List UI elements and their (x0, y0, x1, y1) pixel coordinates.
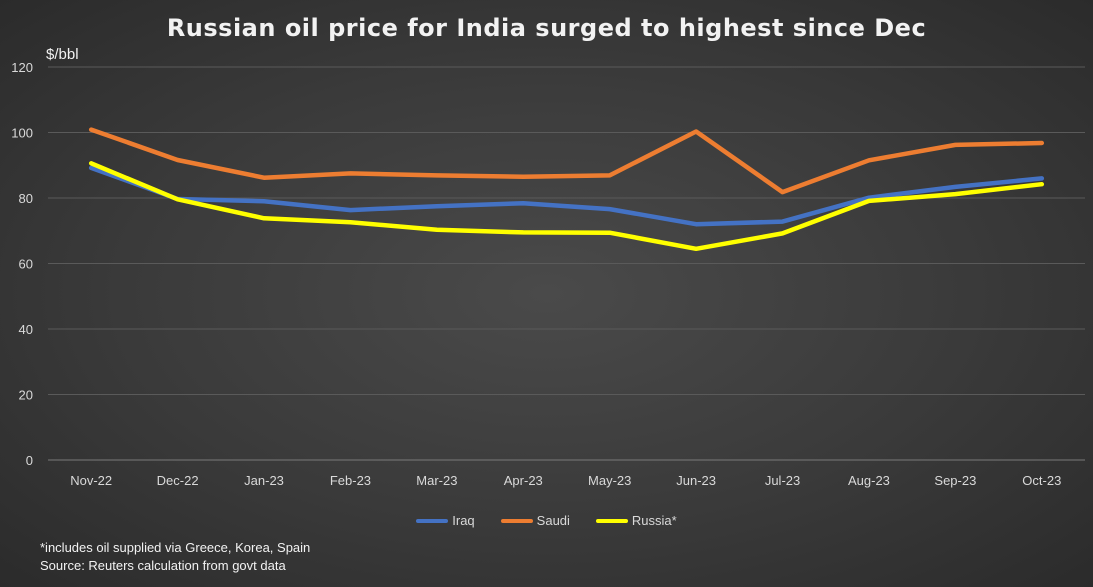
x-axis-ticks: Nov-22 Dec-22 Jan-23 Feb-23 Mar-23 Apr-23 May-… (70, 473, 1061, 488)
x-tick-label: Jun-23 (676, 473, 716, 488)
legend-label-russia: Russia* (631, 513, 677, 528)
series-lines (88, 127, 1045, 252)
source-note: Source: Reuters calculation from govt da… (40, 558, 286, 573)
footnote: *includes oil supplied via Greece, Korea… (40, 540, 311, 555)
legend-item-russia: Russia* (595, 513, 677, 528)
legend-item-saudi: Saudi (500, 513, 570, 528)
x-tick-label: Oct-23 (1022, 473, 1061, 488)
chart-title: Russian oil price for India surged to hi… (166, 14, 927, 42)
y-tick-label: 0 (26, 453, 33, 468)
series-line-iraq (88, 165, 1045, 227)
x-tick-label: Jul-23 (765, 473, 800, 488)
x-tick-label: Mar-23 (416, 473, 457, 488)
legend-label-iraq: Iraq (452, 513, 475, 528)
series-line-russia (88, 161, 1045, 252)
x-tick-label: May-23 (588, 473, 631, 488)
legend: Iraq Saudi Russia* (0, 513, 1093, 528)
y-tick-label: 60 (19, 257, 33, 272)
y-tick-label: 20 (19, 388, 33, 403)
legend-swatch-saudi (500, 518, 533, 523)
gridlines (48, 66, 1085, 461)
x-tick-label: Dec-22 (157, 473, 199, 488)
x-tick-label: Aug-23 (848, 473, 890, 488)
x-tick-label: Nov-22 (70, 473, 112, 488)
x-tick-label: Feb-23 (330, 473, 371, 488)
y-axis-ticks: 0 20 40 60 80 100 120 (11, 60, 33, 468)
legend-swatch-iraq (416, 518, 449, 523)
y-tick-label: 40 (19, 322, 33, 337)
series-line-saudi (88, 127, 1045, 195)
y-tick-label: 120 (11, 60, 33, 75)
legend-swatch-russia (595, 518, 628, 523)
legend-label-saudi: Saudi (536, 513, 570, 528)
x-tick-label: Sep-23 (934, 473, 976, 488)
x-tick-label: Apr-23 (504, 473, 543, 488)
x-tick-label: Jan-23 (244, 473, 284, 488)
legend-item-iraq: Iraq (416, 513, 475, 528)
y-tick-label: 100 (11, 126, 33, 141)
y-tick-label: 80 (19, 191, 33, 206)
y-axis-unit-label: $/bbl (46, 46, 79, 63)
